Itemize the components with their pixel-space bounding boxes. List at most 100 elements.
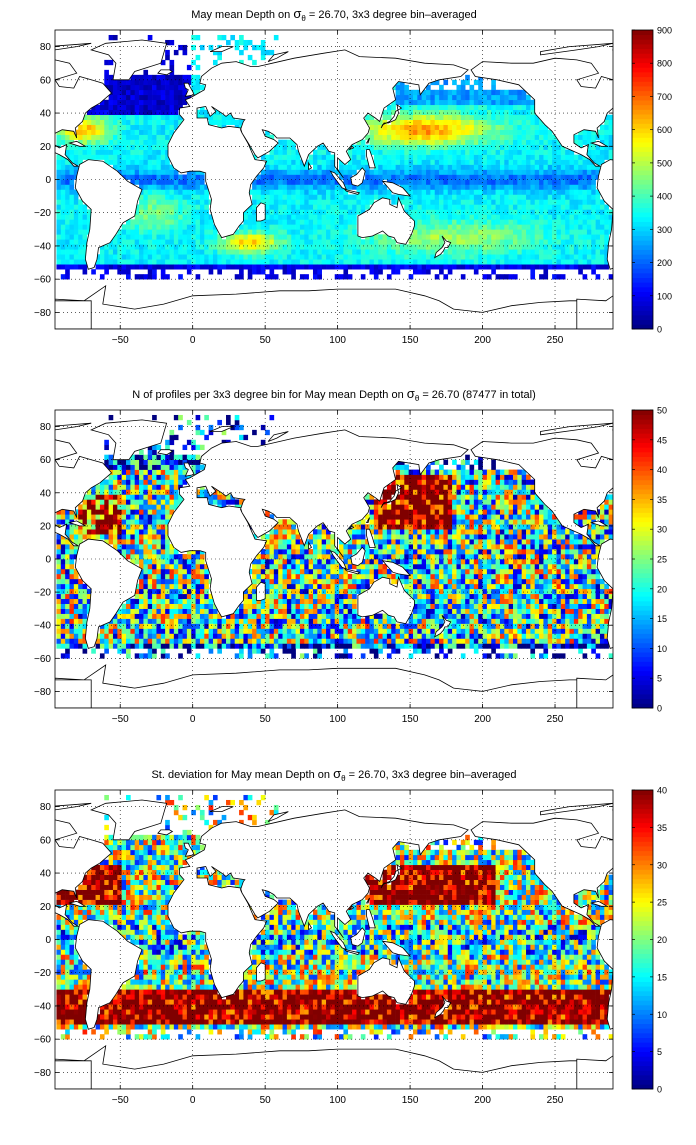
- heatmap-cell: [483, 239, 488, 244]
- heatmap-cell: [274, 189, 279, 194]
- heatmap-cell: [500, 254, 505, 259]
- heatmap-cell: [552, 145, 557, 150]
- heatmap-cell: [422, 209, 427, 214]
- heatmap-cell: [56, 199, 61, 204]
- heatmap-cell: [252, 614, 257, 619]
- heatmap-cell: [156, 614, 161, 619]
- heatmap-cell: [409, 110, 414, 115]
- heatmap-cell: [539, 145, 544, 150]
- heatmap-cell: [226, 40, 231, 45]
- heatmap-cell: [196, 638, 201, 643]
- heatmap-cell: [104, 499, 109, 504]
- heatmap-cell: [600, 135, 605, 140]
- heatmap-cell: [443, 224, 448, 229]
- heatmap-cell: [504, 204, 509, 209]
- heatmap-cell: [243, 643, 248, 648]
- heatmap-cell: [165, 584, 170, 589]
- heatmap-cell: [509, 100, 514, 105]
- heatmap-cell: [91, 155, 96, 160]
- heatmap-cell: [535, 229, 540, 234]
- heatmap-cell: [361, 145, 366, 150]
- heatmap-cell: [109, 160, 114, 165]
- heatmap-cell: [426, 264, 431, 269]
- heatmap-cell: [156, 519, 161, 524]
- heatmap-cell: [252, 189, 257, 194]
- colorbar-segment: [632, 259, 653, 264]
- y-tick-label: 80: [40, 42, 52, 53]
- heatmap-cell: [265, 229, 270, 234]
- heatmap-cell: [452, 170, 457, 175]
- heatmap-cell: [483, 145, 488, 150]
- heatmap-cell: [500, 140, 505, 145]
- heatmap-cell: [78, 244, 83, 249]
- heatmap-cell: [152, 574, 157, 579]
- heatmap-cell: [513, 274, 518, 279]
- heatmap-cell: [561, 234, 566, 239]
- heatmap-cell: [578, 165, 583, 170]
- heatmap-cell: [491, 189, 496, 194]
- heatmap-cell: [274, 234, 279, 239]
- colorbar-segment: [632, 264, 653, 269]
- heatmap-cell: [439, 95, 444, 100]
- heatmap-cell: [191, 589, 196, 594]
- heatmap-cell: [69, 574, 74, 579]
- heatmap-cell: [191, 440, 196, 445]
- heatmap-cell: [470, 140, 475, 145]
- heatmap-cell: [322, 155, 327, 160]
- heatmap-cell: [261, 40, 266, 45]
- heatmap-cell: [352, 219, 357, 224]
- colorbar-segment: [632, 128, 653, 133]
- heatmap-cell: [439, 194, 444, 199]
- heatmap-cell: [183, 559, 188, 564]
- heatmap-cell: [161, 145, 166, 150]
- heatmap-cell: [100, 140, 105, 145]
- heatmap-cell: [78, 589, 83, 594]
- heatmap-cell: [491, 105, 496, 110]
- heatmap-cell: [409, 244, 414, 249]
- heatmap-cell: [183, 259, 188, 264]
- heatmap-cell: [600, 219, 605, 224]
- heatmap-cell: [448, 100, 453, 105]
- heatmap-cell: [148, 465, 153, 470]
- heatmap-cell: [161, 165, 166, 170]
- heatmap-cell: [330, 219, 335, 224]
- heatmap-cell: [456, 150, 461, 155]
- heatmap-cell: [309, 234, 314, 239]
- heatmap-cell: [161, 155, 166, 160]
- heatmap-cell: [156, 80, 161, 85]
- heatmap-cell: [361, 199, 366, 204]
- heatmap-cell: [183, 589, 188, 594]
- heatmap-cell: [543, 204, 548, 209]
- heatmap-cell: [152, 529, 157, 534]
- heatmap-cell: [261, 45, 266, 50]
- heatmap-cell: [230, 239, 235, 244]
- heatmap-cell: [417, 140, 422, 145]
- heatmap-cell: [356, 145, 361, 150]
- heatmap-cell: [100, 249, 105, 254]
- heatmap-cell: [374, 170, 379, 175]
- heatmap-cell: [317, 234, 322, 239]
- heatmap-cell: [430, 115, 435, 120]
- heatmap-cell: [130, 170, 135, 175]
- heatmap-cell: [474, 239, 479, 244]
- heatmap-cell: [235, 653, 240, 658]
- heatmap-cell: [526, 110, 531, 115]
- heatmap-cell: [122, 485, 127, 490]
- heatmap-cell: [204, 199, 209, 204]
- heatmap-cell: [417, 120, 422, 125]
- heatmap-cell: [356, 249, 361, 254]
- heatmap-cell: [422, 244, 427, 249]
- heatmap-cell: [396, 90, 401, 95]
- heatmap-cell: [170, 239, 175, 244]
- heatmap-cell: [378, 184, 383, 189]
- heatmap-cell: [417, 105, 422, 110]
- heatmap-cell: [83, 155, 88, 160]
- heatmap-cell: [309, 259, 314, 264]
- heatmap-cell: [591, 189, 596, 194]
- heatmap-cell: [126, 643, 131, 648]
- heatmap-cell: [100, 254, 105, 259]
- heatmap-cell: [161, 475, 166, 480]
- heatmap-cell: [61, 544, 66, 549]
- heatmap-cell: [417, 184, 422, 189]
- heatmap-cell: [61, 519, 66, 524]
